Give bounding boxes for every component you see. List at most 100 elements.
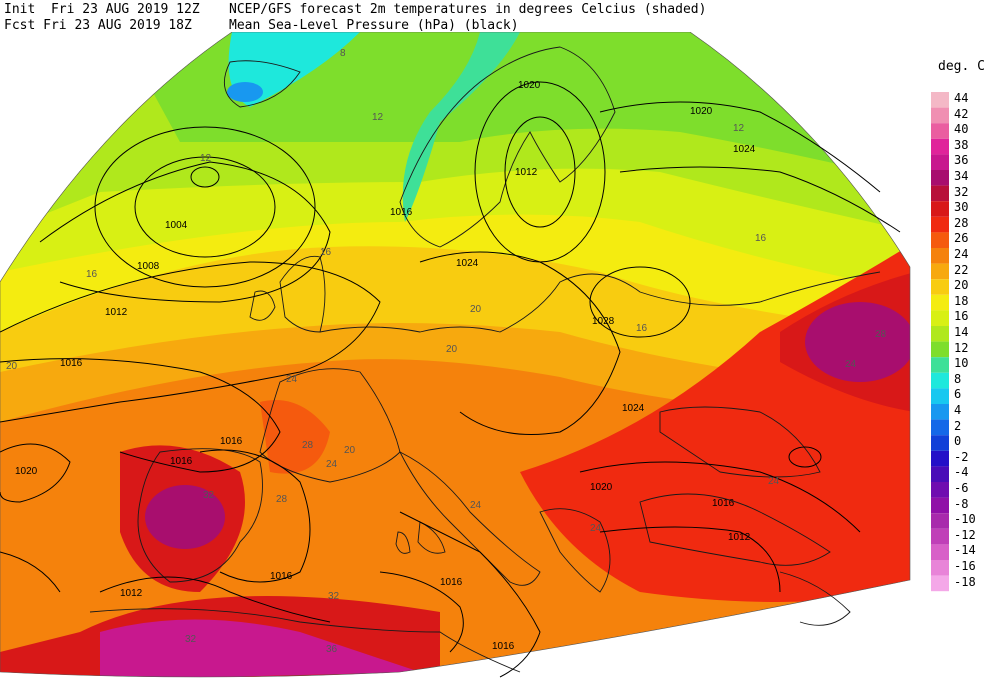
legend-swatch [931,497,949,514]
temperature-labels: 8 12 12 12 16 16 16 16 20 20 20 20 24 24… [6,48,887,655]
isobar-label: 1020 [590,482,613,493]
temp-label: 32 [328,591,340,602]
temp-label: 28 [302,440,314,451]
legend-swatch [931,575,949,592]
legend-label: -14 [954,543,976,558]
legend-swatch [931,138,949,155]
legend-swatch [931,310,949,326]
temp-label: 8 [340,48,346,59]
legend-swatch [931,404,949,420]
temp-label: 24 [326,459,338,470]
legend-swatch [931,263,949,280]
chart-title: NCEP/GFS forecast 2m temperatures in deg… [229,2,707,17]
legend-swatch [931,185,949,202]
legend-label: -2 [954,449,969,464]
legend-swatch [931,279,949,295]
legend-label: 38 [954,137,969,152]
legend-swatch [931,92,949,108]
temp-label: 36 [326,644,338,655]
isobar-label: 1024 [622,403,645,414]
init-time-label: Init Fri 23 AUG 2019 12Z [4,2,200,17]
legend-swatch [931,450,949,467]
isobar-label: 1004 [165,220,188,231]
legend-swatch [931,341,949,358]
temperature-field [0,32,910,677]
temp-label: 20 [6,361,18,372]
legend-label: 42 [954,106,969,121]
isobar-label: 1016 [390,207,413,218]
isobar-label: 1016 [492,641,515,652]
legend-label: -16 [954,559,976,573]
temp-label: 20 [470,304,482,315]
legend-label: 18 [954,293,969,308]
legend-label: 4 [954,403,962,417]
legend-swatch [931,544,949,560]
isobar-label: 1020 [518,80,541,91]
legend-label: 8 [954,371,962,386]
temp-label: 12 [372,112,384,123]
legend-label: -4 [954,465,969,480]
legend-label: -8 [954,496,969,511]
legend-label: 28 [954,215,969,230]
isobar-label: 1016 [712,498,735,509]
coastlines [89,46,881,673]
legend-label: 32 [954,184,969,199]
legend-label: 34 [954,169,969,183]
legend-label: 26 [954,231,969,246]
temp-label: 24 [845,359,857,370]
temp-label: 32 [203,490,215,501]
legend-label: -12 [954,527,976,542]
legend-swatch [931,466,949,482]
chart-subtitle: Mean Sea-Level Pressure (hPa) (black) [229,18,519,33]
legend-swatch [931,294,949,311]
temp-label: 12 [200,153,212,164]
temp-label: 16 [320,247,332,258]
isobar-label: 1012 [515,167,538,178]
temp-label: 16 [755,233,767,244]
legend-swatch [931,388,949,404]
legend-label: 20 [954,278,969,293]
legend-title: deg. C [938,59,985,74]
legend-label: 40 [954,122,969,137]
isobar-label: 1016 [270,571,293,582]
legend-swatch [931,107,949,124]
legend-label: 14 [954,325,969,339]
legend-swatch [931,248,949,264]
isobar-label: 1016 [220,436,243,447]
isobar-label: 1024 [456,258,479,269]
isobar-label: 1012 [120,588,143,599]
temp-label: 16 [636,323,648,334]
legend-swatch [931,372,949,389]
legend-label: 10 [954,356,969,371]
isobar-label: 1020 [15,466,38,477]
isobar-label: 1012 [728,532,751,543]
legend-label: 12 [954,340,969,355]
legend-swatch [931,232,949,248]
legend-label: 0 [954,434,962,449]
temp-label: 28 [875,329,887,340]
legend-label: -10 [954,512,976,527]
isobar-labels: 1004 1008 1012 1016 1020 1024 1028 1012 … [15,80,756,652]
legend-label: 30 [954,200,969,215]
legend-label: 44 [954,91,969,105]
isobar-label: 1016 [60,358,83,369]
isobars [0,81,901,678]
legend-swatch [931,560,949,576]
legend-label: 22 [954,262,969,277]
temp-label: 20 [446,344,458,355]
legend-swatch [931,123,949,139]
isobar-label: 1012 [105,307,128,318]
legend-swatch [931,357,949,373]
legend-label: -6 [954,481,969,495]
legend-swatch [931,513,949,529]
legend-swatch [931,154,949,170]
legend-swatch [931,326,949,342]
temp-label: 24 [286,374,298,385]
isobar-label: 1028 [592,316,615,327]
legend-label: 16 [954,309,969,324]
temp-label: 24 [590,523,602,534]
forecast-map: 1004 1008 1012 1016 1020 1024 1028 1012 … [0,32,911,678]
color-legend [931,92,949,592]
legend-swatch [931,216,949,233]
legend-swatch [931,528,949,545]
